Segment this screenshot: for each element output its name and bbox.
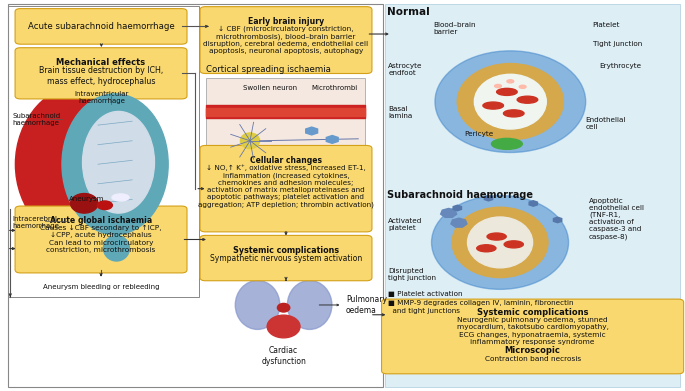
Ellipse shape [97, 201, 112, 210]
Ellipse shape [519, 85, 526, 88]
Text: Intracerebral
haemorrhage: Intracerebral haemorrhage [12, 216, 59, 230]
Text: Systemic complications: Systemic complications [477, 308, 588, 317]
Text: ■ MMP-9 degrades collagen IV, laminin, fibronectin
  and tight junctions: ■ MMP-9 degrades collagen IV, laminin, f… [388, 300, 574, 314]
Text: Endothelial
cell: Endothelial cell [586, 117, 626, 130]
Text: Sympathetic nervous system activation: Sympathetic nervous system activation [210, 254, 362, 263]
Ellipse shape [477, 245, 496, 252]
Ellipse shape [83, 111, 154, 213]
Bar [206, 78, 365, 184]
Ellipse shape [112, 194, 129, 201]
Bar [206, 108, 365, 117]
Text: ↓ NO,↑ K⁺, oxidative stress, increased ET-1,
inflammation (increased cytokines,
: ↓ NO,↑ K⁺, oxidative stress, increased E… [198, 164, 374, 208]
FancyBboxPatch shape [200, 235, 372, 281]
Text: ↓ CBF (microcirculatory constriction,
microthrombosis), blood–brain barrier
disr: ↓ CBF (microcirculatory constriction, mi… [203, 25, 369, 54]
Text: Contraction band necrosis: Contraction band necrosis [484, 356, 581, 362]
Text: Platelet: Platelet [593, 22, 620, 27]
Text: Apoptotic
endothelial cell
(TNF-R1,
activation of
caspase-3 and
caspase-8): Apoptotic endothelial cell (TNF-R1, acti… [589, 198, 644, 240]
Text: Astrocyte
endfoot: Astrocyte endfoot [388, 63, 423, 75]
Bar [8, 6, 199, 297]
Ellipse shape [71, 194, 98, 213]
FancyBboxPatch shape [200, 7, 372, 74]
Bar [206, 105, 365, 118]
Text: Subarachnoid haemorrage: Subarachnoid haemorrage [387, 190, 533, 201]
FancyBboxPatch shape [15, 206, 187, 273]
Text: Basal
lamina: Basal lamina [388, 106, 412, 119]
Ellipse shape [487, 233, 506, 240]
Text: Subarachnoid
haemorrhage: Subarachnoid haemorrhage [12, 113, 60, 126]
Text: Early brain injury: Early brain injury [248, 17, 324, 26]
Bar [385, 4, 680, 387]
Text: Intraventricular
haemorrhage: Intraventricular haemorrhage [74, 91, 129, 104]
Text: Aneurysm: Aneurysm [68, 196, 104, 203]
Text: Acute global ischaemia: Acute global ischaemia [50, 216, 152, 225]
Text: Neurogenic pulmonary oedema, stunned
myocardium, takotsubo cardiomyopathy,
ECG c: Neurogenic pulmonary oedema, stunned myo… [457, 317, 608, 345]
Text: Pulmonary
oedema: Pulmonary oedema [346, 295, 387, 315]
Ellipse shape [495, 84, 501, 88]
Ellipse shape [458, 63, 563, 140]
Ellipse shape [507, 80, 514, 83]
Text: Disrupted
tight junction: Disrupted tight junction [388, 268, 436, 281]
Ellipse shape [236, 281, 279, 329]
Text: Microthrombi: Microthrombi [312, 85, 358, 91]
FancyBboxPatch shape [15, 9, 187, 44]
Ellipse shape [432, 196, 569, 289]
Ellipse shape [503, 110, 524, 117]
Text: Erythrocyte: Erythrocyte [599, 63, 641, 69]
Text: Cardiac
dysfunction: Cardiac dysfunction [261, 346, 306, 366]
Ellipse shape [474, 74, 547, 129]
Ellipse shape [287, 281, 332, 329]
Ellipse shape [435, 51, 586, 152]
Ellipse shape [277, 303, 290, 312]
Ellipse shape [517, 96, 538, 103]
Bar [8, 4, 383, 387]
FancyBboxPatch shape [200, 145, 372, 232]
FancyBboxPatch shape [15, 48, 187, 99]
Text: Blood–brain
barrier: Blood–brain barrier [434, 22, 476, 34]
Text: Acute subarachnoid haemorrhage: Acute subarachnoid haemorrhage [27, 22, 175, 31]
Ellipse shape [240, 133, 260, 149]
Ellipse shape [103, 235, 129, 261]
Text: Aneurysm bleeding or rebleeding: Aneurysm bleeding or rebleeding [43, 284, 160, 291]
Ellipse shape [483, 102, 503, 109]
Text: Cellular changes: Cellular changes [250, 156, 322, 165]
Text: Swollen neuron: Swollen neuron [243, 85, 297, 91]
Ellipse shape [452, 207, 548, 278]
Text: Microscopic: Microscopic [505, 346, 560, 355]
Text: Systemic complications: Systemic complications [233, 246, 339, 255]
Text: Cortical spreading ischaemia: Cortical spreading ischaemia [206, 65, 330, 74]
Text: Brain tissue destruction by ICH,
mass effect, hydrocephalus: Brain tissue destruction by ICH, mass ef… [39, 66, 163, 86]
Ellipse shape [62, 94, 168, 235]
Text: Pericyte: Pericyte [464, 131, 494, 137]
Ellipse shape [16, 82, 163, 246]
FancyBboxPatch shape [382, 299, 684, 374]
Text: Normal: Normal [387, 7, 429, 17]
Ellipse shape [267, 315, 300, 338]
Ellipse shape [467, 217, 533, 268]
Text: Mechanical effects: Mechanical effects [56, 58, 146, 67]
Ellipse shape [491, 138, 522, 149]
Text: Activated
platelet: Activated platelet [388, 218, 423, 231]
Text: Tight junction: Tight junction [593, 41, 642, 47]
Ellipse shape [497, 88, 517, 95]
Text: Causes ↓CBF secondary to ↑ICP,
↓CPP, acute hydrocephalus
Can lead to microcircul: Causes ↓CBF secondary to ↑ICP, ↓CPP, acu… [40, 225, 162, 253]
Ellipse shape [504, 241, 523, 248]
Text: ■ Platelet activation: ■ Platelet activation [388, 291, 463, 297]
